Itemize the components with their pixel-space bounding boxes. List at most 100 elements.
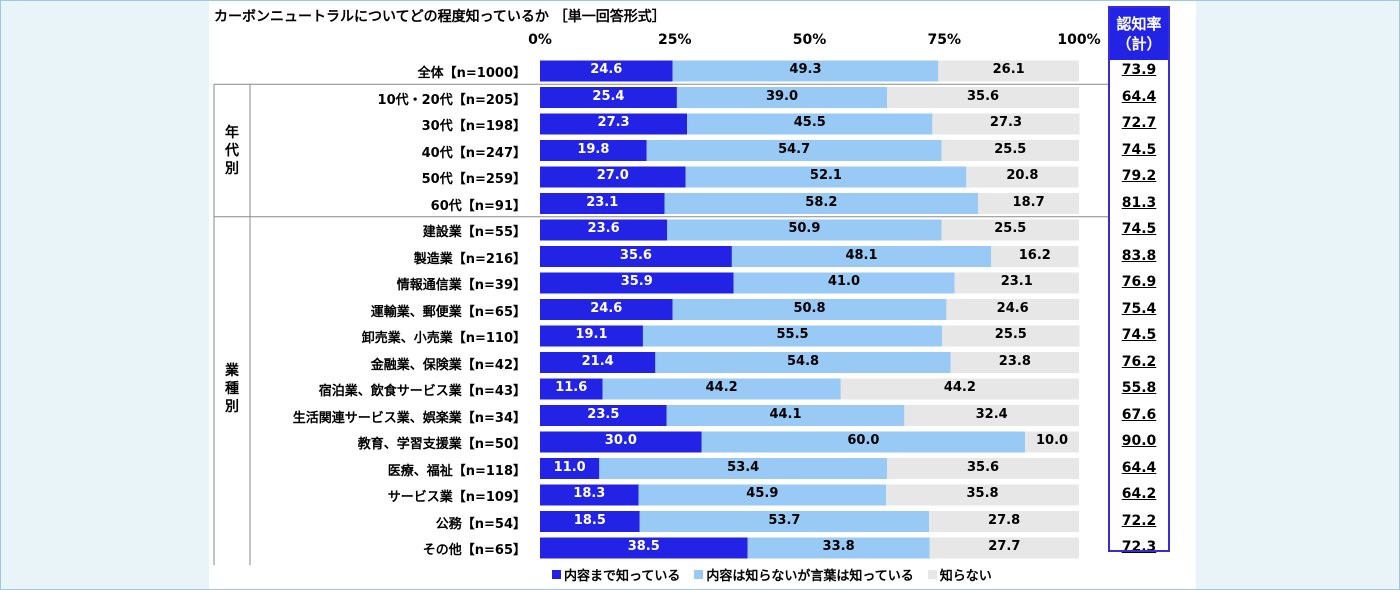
bar-segment — [540, 511, 640, 532]
x-tick-label: 75% — [927, 32, 962, 48]
bar-segment — [638, 484, 887, 506]
bar-value-label: 27.3 — [989, 115, 1022, 130]
bar-segment — [946, 299, 1079, 320]
bar-value-label: 32.4 — [975, 406, 1008, 422]
bar-segment — [685, 166, 967, 188]
bar-segment — [540, 246, 732, 267]
bar-segment — [540, 166, 686, 188]
bar-value-label: 30.0 — [604, 433, 637, 448]
recognition-rate-value: 76.9 — [1121, 274, 1157, 290]
bar-segment — [655, 352, 951, 373]
bar-segment — [942, 325, 1080, 347]
category-label: 50代【n=259】 — [421, 172, 526, 187]
bar-value-label: 25.4 — [592, 88, 625, 104]
bar-segment — [904, 405, 1079, 426]
bar-value-label: 45.5 — [793, 115, 826, 130]
x-tick-label: 25% — [657, 32, 692, 48]
recognition-rate-box: 認知率 （計） — [1108, 6, 1170, 552]
category-label: 教育、学習支援業【n=50】 — [357, 437, 526, 452]
legend-item-unknown: 知らない — [927, 565, 992, 584]
bar-segment — [929, 511, 1079, 532]
bar-value-label: 50.9 — [788, 221, 821, 236]
recognition-rate-value: 55.8 — [1121, 380, 1157, 396]
bar-value-label: 35.8 — [966, 486, 999, 501]
bar-segment — [886, 484, 1079, 506]
bar-value-label: 11.6 — [555, 380, 588, 395]
group-label: 業種別 — [225, 363, 239, 415]
bar-segment — [1025, 431, 1079, 453]
legend-item-known-word: 内容は知らないが言葉は知っている — [694, 565, 914, 584]
bar-segment — [540, 537, 748, 559]
bar-value-label: 58.2 — [805, 194, 838, 210]
bar-value-label: 44.2 — [705, 380, 738, 395]
bar-value-label: 23.6 — [587, 221, 620, 236]
category-label: 全体【n=1000】 — [417, 66, 526, 81]
right-margin — [1196, 1, 1399, 589]
category-label: 金融業、保険業【n=42】 — [370, 357, 526, 373]
category-label: 公務【n=54】 — [435, 516, 526, 532]
bar-value-label: 23.8 — [998, 353, 1031, 369]
bar-segment — [954, 272, 1079, 294]
category-label: サービス業【n=109】 — [387, 490, 526, 505]
bar-segment — [941, 140, 1079, 161]
legend-swatch-icon — [552, 570, 561, 579]
bar-value-label: 18.3 — [573, 486, 606, 501]
bar-value-label: 35.9 — [620, 274, 653, 289]
bar-segment — [938, 60, 1079, 82]
category-label: 製造業【n=216】 — [413, 251, 526, 267]
bar-segment — [676, 87, 888, 108]
legend-label: 内容まで知っている — [564, 569, 681, 584]
bar-segment — [540, 378, 603, 400]
bar-value-label: 25.5 — [994, 327, 1027, 342]
bar-segment — [978, 193, 1079, 214]
bar-value-label: 44.2 — [943, 380, 976, 395]
category-label: 卸売業、小売業【n=110】 — [361, 331, 526, 346]
recognition-rate-subtitle: （計） — [1116, 35, 1162, 53]
bar-segment — [731, 246, 992, 267]
category-label: その他【n=65】 — [422, 543, 526, 558]
x-tick-label: 100% — [1057, 32, 1101, 48]
bar-segment — [540, 325, 643, 347]
bar-segment — [666, 405, 905, 426]
bar-segment — [540, 60, 673, 82]
recognition-rate-value: 75.4 — [1121, 300, 1157, 317]
bar-value-label: 33.8 — [822, 539, 855, 554]
recognition-rate-value: 72.7 — [1121, 115, 1157, 131]
bar-value-label: 35.6 — [619, 247, 652, 263]
bar-value-label: 55.5 — [776, 327, 809, 342]
recognition-rate-value: 81.3 — [1121, 194, 1157, 211]
recognition-rate-value: 79.2 — [1121, 168, 1157, 184]
bar-segment — [540, 405, 667, 426]
recognition-rate-value: 73.9 — [1121, 62, 1157, 78]
bar-value-label: 35.6 — [967, 459, 1000, 475]
bar-value-label: 19.8 — [577, 141, 610, 157]
legend-label: 内容は知らないが言葉は知っている — [706, 569, 914, 584]
bar-value-label: 52.1 — [809, 168, 842, 183]
bar-segment — [540, 87, 677, 108]
bar-segment — [887, 458, 1079, 479]
bar-segment — [747, 537, 930, 559]
bar-value-label: 54.8 — [786, 353, 820, 369]
bar-value-label: 48.1 — [845, 247, 878, 263]
bar-value-label: 49.3 — [789, 62, 822, 77]
bar-segment — [664, 193, 979, 214]
category-label: 10代・20代【n=205】 — [377, 92, 526, 108]
bar-value-label: 16.2 — [1018, 247, 1051, 263]
x-tick-label: 50% — [792, 32, 827, 48]
bar-segment — [599, 458, 888, 479]
bar-value-label: 39.0 — [765, 88, 799, 104]
bar-segment — [672, 60, 939, 82]
bar-segment — [540, 458, 600, 479]
bar-segment — [733, 272, 955, 294]
recognition-rate-value: 64.2 — [1121, 486, 1157, 502]
bar-segment — [941, 219, 1079, 241]
bar-segment — [540, 272, 734, 294]
bar-segment — [540, 299, 673, 320]
legend-label: 知らない — [939, 569, 992, 584]
bar-segment — [540, 352, 656, 373]
recognition-rate-value: 74.5 — [1121, 221, 1157, 237]
bar-value-label: 23.1 — [1000, 274, 1033, 289]
recognition-rate-title: 認知率 — [1116, 15, 1162, 33]
bar-value-label: 24.6 — [590, 62, 623, 77]
